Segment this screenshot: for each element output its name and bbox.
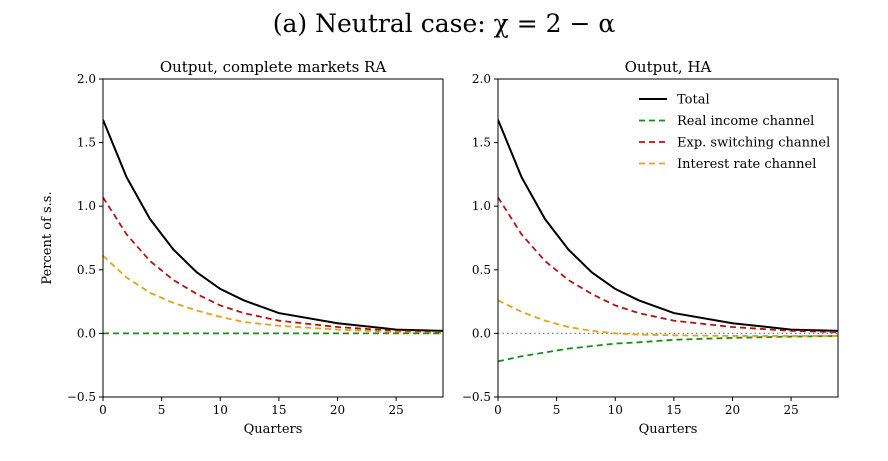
- series-line-exp-switching-channel: [103, 196, 443, 334]
- panel-complete-markets-ra: Output, complete markets RA 0 5 10 15 20 25 −0.…: [40, 58, 444, 437]
- x-tick-label: 10: [213, 403, 228, 417]
- y-tick-label: 0.5: [472, 263, 491, 277]
- y-tick-label: 1.0: [472, 199, 491, 213]
- x-tick-label: 25: [388, 403, 403, 417]
- series-line-real-income-channel: [498, 335, 838, 363]
- x-tick-label: 5: [158, 403, 166, 417]
- y-tick-label: 0.0: [472, 326, 491, 340]
- x-tick-label: 25: [783, 403, 798, 417]
- panel-ha: Output, HA 0 5 10 15 20 25 −0.5 0.0 0.5 1.0 1.5 2.0 Q…: [462, 58, 839, 437]
- y-tick-label: −0.5: [67, 390, 96, 404]
- legend-label-interest-rate-channel: Interest rate channel: [677, 157, 816, 172]
- y-tick-label: 1.0: [77, 199, 96, 213]
- y-tick-label: 0.0: [77, 326, 96, 340]
- series-line-interest-rate-channel: [498, 299, 838, 337]
- y-tick-label: 0.5: [77, 263, 96, 277]
- plot-frame: [497, 78, 839, 398]
- x-tick-label: 5: [553, 403, 561, 417]
- x-axis-label: Quarters: [244, 422, 303, 437]
- y-tick-label: 1.5: [472, 136, 491, 150]
- legend-label-exp-switching-channel: Exp. switching channel: [677, 136, 830, 151]
- x-tick-label: 0: [494, 403, 502, 417]
- y-tick-label: 1.5: [77, 136, 96, 150]
- x-tick-label: 20: [725, 403, 740, 417]
- legend-label-real-income-channel: Real income channel: [677, 114, 814, 129]
- x-tick-label: 20: [330, 403, 345, 417]
- figure-title: (a) Neutral case: χ = 2 − α: [273, 9, 616, 38]
- y-tick-label: 2.0: [472, 72, 491, 86]
- x-tick-label: 15: [271, 403, 286, 417]
- x-tick-label: 0: [99, 403, 107, 417]
- y-tick-label: −0.5: [462, 390, 491, 404]
- panel-title: Output, HA: [625, 58, 712, 76]
- series-line-exp-switching-channel: [498, 196, 838, 334]
- series-line-interest-rate-channel: [103, 255, 443, 335]
- panel-title: Output, complete markets RA: [160, 58, 387, 76]
- x-tick-label: 15: [666, 403, 681, 417]
- legend: Total Real income channel Exp. switching c…: [639, 93, 830, 172]
- series-line-total: [103, 119, 443, 332]
- x-tick-label: 10: [608, 403, 623, 417]
- series-line-total: [498, 119, 838, 332]
- y-tick-label: 2.0: [77, 72, 96, 86]
- legend-label-total: Total: [677, 93, 710, 108]
- x-axis-label: Quarters: [639, 422, 698, 437]
- plot-frame: [102, 78, 444, 398]
- y-axis-label: Percent of s.s.: [40, 191, 55, 284]
